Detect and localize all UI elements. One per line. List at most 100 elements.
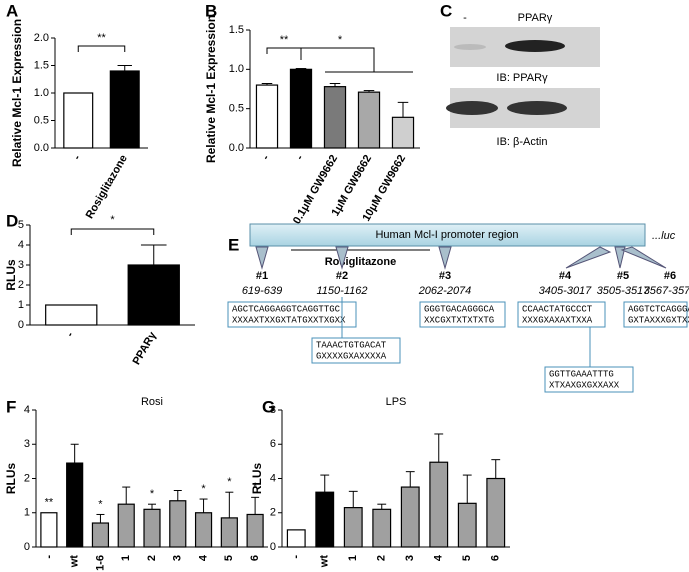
bar: [315, 491, 335, 548]
bar: [357, 91, 381, 149]
blot-band: [507, 101, 567, 115]
y-tick-label: 3: [18, 259, 24, 271]
y-tick-label: 1.5: [34, 59, 49, 71]
blot-band: [446, 101, 498, 115]
sequence-box: [311, 337, 401, 364]
sequence-match: XXXAXTXXGXTATGXXTXGXX: [232, 315, 346, 325]
y-tick-label: 1.0: [229, 63, 244, 75]
y-tick-label: 2: [270, 507, 276, 519]
significance: *: [98, 498, 103, 510]
sequence-box: [623, 301, 688, 328]
site-range: 1150-1162: [317, 285, 368, 297]
x-tick-label: 2: [376, 555, 388, 561]
significance: **: [45, 497, 54, 509]
significance: *: [201, 483, 206, 495]
panel-label: F: [6, 397, 16, 416]
panel-label: D: [6, 211, 18, 230]
sequence-match: GXTAXXXGXTXXG: [628, 315, 689, 325]
sequence: CCAACTATGCCCT: [522, 304, 593, 314]
y-tick-label: 0.5: [34, 114, 49, 126]
bracket: [266, 47, 302, 54]
y-tick-label: 1: [18, 299, 24, 311]
promoter-bar: [249, 223, 646, 247]
x-tick-label: wt: [69, 555, 81, 569]
panel-label: E: [228, 235, 239, 254]
site-marker: [335, 246, 349, 270]
y-tick-label: 2: [24, 472, 30, 484]
bar: [63, 92, 94, 149]
x-tick-label: 1-6: [94, 555, 106, 571]
significance: *: [150, 488, 155, 500]
bar: [40, 512, 58, 548]
x-tick-label: -: [43, 555, 55, 559]
sequence: GGGTGACAGGGCA: [424, 304, 495, 314]
site-range: 3567-3579: [644, 285, 689, 297]
site-id: #6: [664, 270, 676, 282]
bar: [66, 462, 84, 548]
bar: [143, 508, 161, 548]
y-tick-label: 2.0: [34, 32, 49, 44]
blot-band: [505, 40, 565, 52]
bracket: [70, 228, 155, 235]
bar: [109, 70, 140, 149]
x-tick-label: 4: [197, 554, 209, 561]
bar: [429, 461, 449, 548]
bar: [391, 116, 415, 149]
y-tick-label: 0.0: [34, 142, 49, 154]
y-axis-title: RLUs: [250, 463, 264, 495]
y-axis-title: RLUs: [4, 463, 18, 495]
blot-band: [454, 44, 486, 50]
sequence-match: XXCGXTXTXTXTG: [424, 315, 494, 325]
y-tick-label: 1.5: [229, 24, 244, 36]
promoter-name: Human Mcl-I promoter region: [375, 229, 518, 241]
panel-label: G: [262, 397, 275, 416]
sequence: TAAACTGTGACAT: [316, 340, 387, 350]
significance: *: [338, 34, 343, 46]
site-range: 619-639: [242, 285, 282, 297]
x-tick-label: -: [260, 153, 272, 162]
sequence: GGTTGAAATTTG: [549, 369, 614, 379]
x-tick-label: -: [290, 555, 302, 559]
y-tick-label: 4: [24, 404, 30, 416]
x-tick-label: 5: [461, 555, 473, 561]
bar: [372, 508, 392, 548]
sequence-box: [517, 301, 606, 328]
bar: [45, 304, 98, 326]
bar: [289, 68, 313, 149]
significance: *: [110, 214, 115, 226]
bar: [169, 500, 187, 548]
bracket: [300, 47, 375, 60]
y-tick-label: 4: [18, 239, 24, 251]
bracket: [77, 45, 126, 52]
site-id: #5: [617, 270, 629, 282]
site-marker: [620, 246, 667, 269]
sequence: AGCTCAGGAGGTCAGGTTGC: [232, 304, 341, 314]
site-id: #3: [439, 270, 451, 282]
sequence: AGGTCTCAGGGAA: [628, 304, 689, 314]
bar: [486, 477, 506, 548]
significance: *: [227, 476, 232, 488]
x-tick-label: wt: [319, 555, 331, 569]
site-marker: [614, 246, 626, 269]
y-tick-label: 2: [18, 279, 24, 291]
bar: [343, 507, 363, 548]
y-tick-label: 0: [18, 319, 24, 331]
y-tick-label: 4: [270, 472, 276, 484]
bar: [286, 529, 306, 548]
y-tick-label: 0: [270, 541, 276, 553]
bar: [117, 503, 135, 548]
x-tick-label: 1: [347, 555, 359, 561]
site-id: #2: [336, 270, 348, 282]
sequence-box: [544, 366, 634, 393]
reporter: ...luc: [652, 230, 676, 242]
chart-title: Rosi: [141, 396, 163, 408]
site-range: 3405-3017: [539, 285, 592, 297]
lane-label: PPARγ: [518, 12, 553, 24]
bar: [457, 502, 477, 548]
site-marker: [438, 246, 452, 270]
y-tick-label: 1: [24, 507, 30, 519]
sequence-box: [227, 301, 357, 328]
significance: **: [97, 32, 106, 44]
panel-label: A: [6, 1, 18, 20]
panel-label: C: [440, 1, 452, 20]
